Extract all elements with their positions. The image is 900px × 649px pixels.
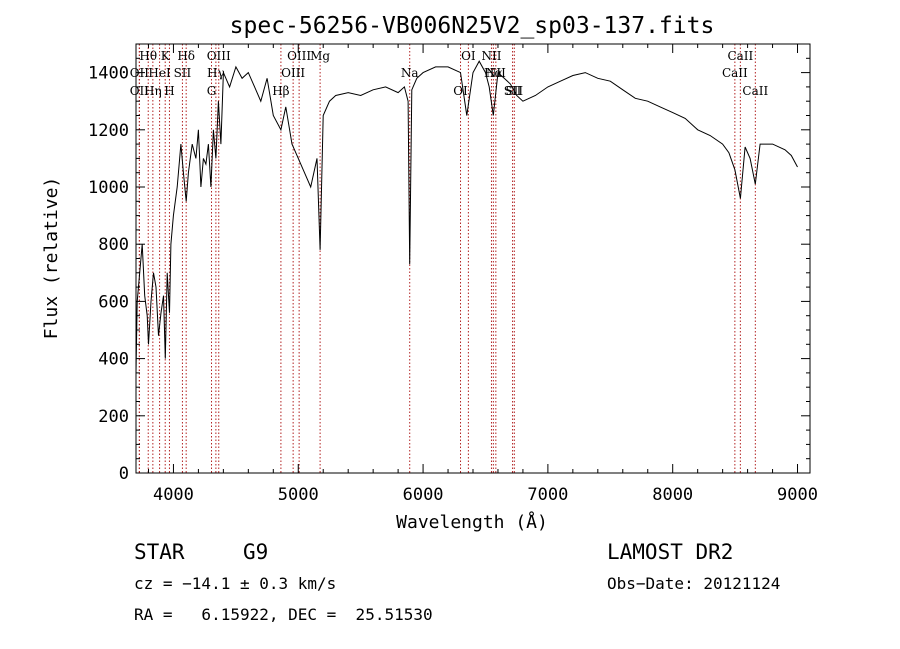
- marker-label: OIII: [207, 49, 231, 63]
- marker-label: Hθ: [139, 49, 157, 63]
- marker-label: Hη: [144, 84, 162, 98]
- y-tick-label: 0: [119, 464, 129, 484]
- y-tick-label: 800: [98, 235, 129, 255]
- marker-label: CaII: [727, 49, 753, 63]
- coordinates: RA = 6.15922, DEC = 25.51530: [134, 605, 433, 624]
- x-tick-label: 6000: [403, 485, 444, 505]
- marker-label: Na: [401, 66, 419, 80]
- marker-label: NII: [486, 66, 506, 80]
- x-tick-label: 9000: [777, 485, 818, 505]
- marker-label: CaII: [722, 66, 748, 80]
- survey-name: LAMOST DR2: [607, 540, 734, 564]
- object-class: STAR: [134, 540, 185, 564]
- spectrum-series-line: [135, 60, 798, 373]
- x-tick-label: 4000: [153, 485, 194, 505]
- marker-label: G: [207, 84, 217, 98]
- x-axis: 4000 5000 6000 7000 8000 9000: [147, 44, 818, 505]
- redshift-value: cz = −14.1 ± 0.3 km/s: [134, 574, 337, 593]
- x-tick-label: 5000: [278, 485, 319, 505]
- marker-label: OIII: [287, 49, 311, 63]
- line-marker-labels: HθOIIOIIKHeIHηHδSIIHOIIIHγGOIIIOIIIHβMgN…: [130, 49, 769, 98]
- marker-label: SII: [174, 66, 192, 80]
- marker-label: OI: [461, 49, 476, 63]
- marker-label: OII: [130, 84, 150, 98]
- y-tick-label: 400: [98, 350, 129, 370]
- marker-label: Mg: [310, 49, 330, 63]
- x-tick-label: 7000: [527, 485, 568, 505]
- marker-label: Hγ: [207, 66, 225, 80]
- marker-label: HeI: [148, 66, 171, 80]
- y-tick-label: 1400: [88, 64, 129, 84]
- y-axis: 0 200 400 600 800 1000 1200 1400: [88, 43, 810, 484]
- y-tick-label: 1200: [88, 121, 129, 141]
- marker-label: Hδ: [177, 49, 195, 63]
- marker-label: OIII: [281, 66, 305, 80]
- object-subclass: G9: [243, 540, 269, 564]
- y-tick-label: 600: [98, 292, 129, 312]
- observation-date: Obs−Date: 20121124: [607, 574, 781, 593]
- y-tick-label: 200: [98, 407, 129, 427]
- x-axis-label: Wavelength (Å): [396, 511, 548, 533]
- y-axis-label: Flux (relative): [41, 177, 62, 340]
- marker-label: SII: [504, 84, 522, 98]
- plot-frame: [135, 43, 811, 474]
- marker-label: CaII: [742, 84, 768, 98]
- marker-label: NII: [481, 49, 501, 63]
- x-tick-label: 8000: [652, 485, 693, 505]
- marker-label: OI: [453, 84, 468, 98]
- chart-title: spec-56256-VB006N25V2_sp03-137.fits: [230, 13, 715, 39]
- marker-label: K: [161, 49, 171, 63]
- marker-label: Hβ: [272, 84, 289, 98]
- y-tick-label: 1000: [88, 178, 129, 198]
- marker-label: H: [164, 84, 174, 98]
